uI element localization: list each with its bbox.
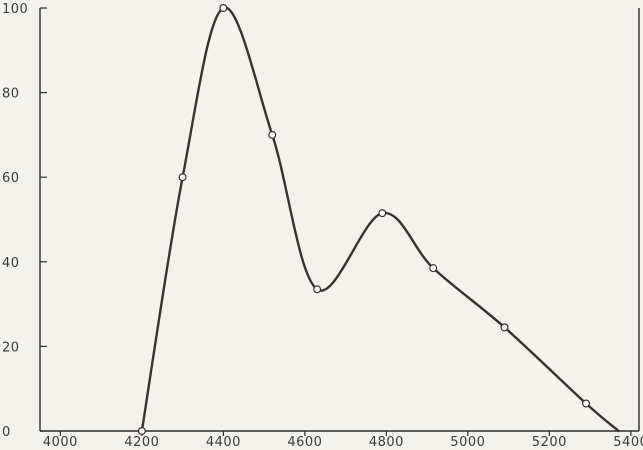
y-axis-ticks: 0 20 40 60 80 100	[2, 2, 47, 440]
data-point-marker	[268, 130, 277, 139]
data-point-marker	[582, 399, 591, 408]
data-point-marker	[429, 264, 438, 273]
y-tick-label: 100	[2, 2, 28, 17]
x-tick-label: 5400	[613, 435, 643, 450]
x-tick-label: 4800	[369, 435, 404, 450]
series-group	[137, 3, 620, 436]
data-point-marker	[378, 209, 387, 218]
data-point-marker	[313, 285, 322, 294]
data-point-marker	[219, 3, 228, 13]
x-axis-ticks: 4000 4200 4400 4600 4800 5000 5200 5400	[43, 431, 643, 450]
y-tick-label: 80	[2, 87, 20, 102]
data-point-marker	[137, 427, 146, 436]
series-line	[140, 6, 620, 433]
y-tick-label: 0	[2, 425, 11, 440]
x-tick-label: 4400	[206, 435, 241, 450]
x-tick-label: 5000	[450, 435, 485, 450]
y-tick-label: 40	[2, 256, 20, 271]
y-tick-label: 60	[2, 171, 20, 186]
data-point-marker	[178, 173, 187, 182]
x-tick-label: 4200	[124, 435, 159, 450]
y-tick-label: 20	[2, 340, 20, 355]
x-tick-label: 4600	[287, 435, 322, 450]
x-tick-label: 5200	[532, 435, 567, 450]
data-point-marker	[500, 323, 509, 332]
x-tick-label: 4000	[43, 435, 78, 450]
